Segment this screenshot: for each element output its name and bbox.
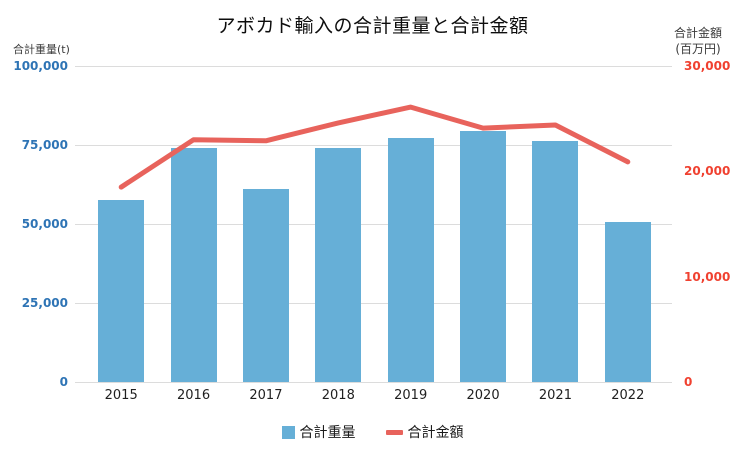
line-series-swatch-dash-icon (385, 429, 403, 435)
right-axis-tick-label: 30,000 (684, 59, 731, 73)
right-axis-tick-label: 10,000 (684, 269, 731, 284)
x-axis-label-2016: 2016 (177, 388, 211, 403)
chart-title: アボカド輸入の合計重量と合計金額 (216, 15, 529, 37)
x-axis-label-2020: 2020 (466, 388, 500, 403)
right-axis-tick-label: 0 (684, 375, 693, 389)
gridline (75, 145, 672, 146)
left-axis-tick-label: 0 (59, 375, 68, 389)
bar-2020 (460, 131, 507, 382)
bar-2018 (315, 148, 362, 382)
bar-2017 (242, 189, 289, 382)
line-series (118, 104, 631, 190)
left-axis-tick-label: 50,000 (21, 217, 68, 231)
bar-2016 (170, 148, 217, 382)
left-axis-tick-label: 100,000 (13, 59, 68, 73)
legend-item-amount[interactable]: 合計金額 (385, 422, 464, 442)
legend: 合計重量 合計金額 (0, 422, 745, 442)
right-axis-title-line2: (百万円) (675, 41, 721, 56)
x-axis-label-2019: 2019 (394, 388, 428, 403)
right-axis-title-line1: 合計金額 (673, 26, 722, 40)
bar-2022 (604, 221, 651, 382)
x-axis-label-2021: 2021 (538, 388, 572, 403)
left-axis-tick-label: 75,000 (21, 138, 68, 152)
legend-label-weight: 合計重量 (299, 425, 356, 441)
gridline (75, 303, 672, 304)
x-axis-label-2018: 2018 (321, 388, 355, 403)
bar-2019 (387, 138, 434, 382)
legend-label-amount: 合計金額 (407, 425, 464, 441)
right-axis-title: 合計金額 (百万円) (653, 26, 743, 57)
bar-series-swatch-square-icon (281, 425, 295, 439)
x-axis-label-2017: 2017 (249, 388, 283, 403)
gridline (75, 382, 672, 383)
bar-2015 (98, 199, 145, 382)
left-axis-tick-label: 25,000 (21, 296, 68, 310)
x-axis-label-2022: 2022 (611, 388, 645, 403)
line-path (118, 104, 631, 190)
x-axis-label-2015: 2015 (104, 388, 138, 403)
right-axis-tick-label: 20,000 (684, 164, 731, 179)
gridline (75, 66, 672, 67)
left-axis-title: 合計重量(t) (13, 43, 70, 56)
bar-2021 (532, 140, 579, 382)
legend-item-weight[interactable]: 合計重量 (281, 422, 356, 442)
gridline (75, 224, 672, 225)
